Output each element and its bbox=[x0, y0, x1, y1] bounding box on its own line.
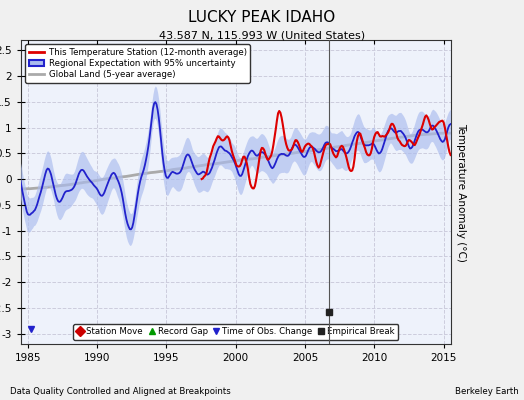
Legend: Station Move, Record Gap, Time of Obs. Change, Empirical Break: Station Move, Record Gap, Time of Obs. C… bbox=[73, 324, 398, 340]
Y-axis label: Temperature Anomaly (°C): Temperature Anomaly (°C) bbox=[456, 122, 466, 262]
Text: 43.587 N, 115.993 W (United States): 43.587 N, 115.993 W (United States) bbox=[159, 30, 365, 40]
Text: Berkeley Earth: Berkeley Earth bbox=[455, 387, 519, 396]
Text: Data Quality Controlled and Aligned at Breakpoints: Data Quality Controlled and Aligned at B… bbox=[10, 387, 231, 396]
Text: LUCKY PEAK IDAHO: LUCKY PEAK IDAHO bbox=[188, 10, 336, 25]
